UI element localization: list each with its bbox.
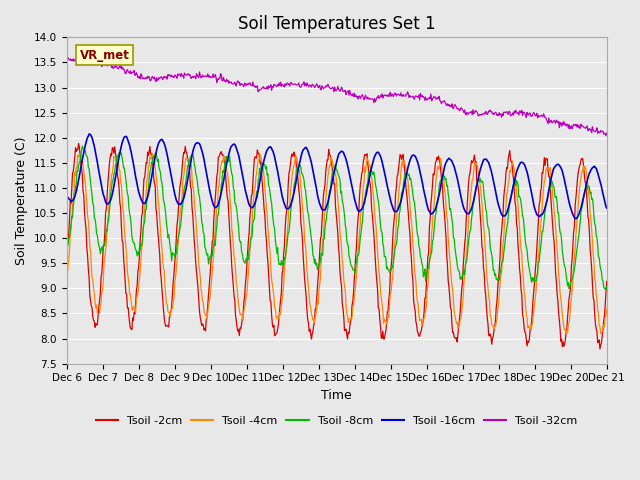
Tsoil -8cm bbox=[63, 249, 70, 254]
Tsoil -16cm bbox=[419, 181, 426, 187]
Tsoil -4cm bbox=[148, 150, 156, 156]
Tsoil -16cm bbox=[72, 189, 80, 194]
Tsoil -16cm bbox=[603, 205, 611, 211]
Tsoil -2cm bbox=[596, 346, 604, 352]
Tsoil -32cm bbox=[72, 57, 80, 62]
Tsoil -8cm bbox=[403, 172, 411, 178]
Tsoil -4cm bbox=[212, 216, 220, 221]
Tsoil -4cm bbox=[63, 279, 70, 285]
Text: VR_met: VR_met bbox=[80, 49, 130, 62]
Tsoil -8cm bbox=[184, 163, 191, 169]
Tsoil -16cm bbox=[212, 204, 220, 210]
Tsoil -32cm bbox=[602, 133, 610, 139]
Tsoil -8cm bbox=[79, 144, 86, 149]
Tsoil -4cm bbox=[128, 305, 136, 311]
Tsoil -4cm bbox=[603, 306, 611, 312]
Tsoil -16cm bbox=[63, 194, 70, 200]
Tsoil -32cm bbox=[403, 92, 411, 97]
Tsoil -16cm bbox=[85, 131, 93, 137]
Line: Tsoil -32cm: Tsoil -32cm bbox=[67, 56, 607, 136]
Tsoil -32cm bbox=[184, 72, 191, 77]
Y-axis label: Soil Temperature (C): Soil Temperature (C) bbox=[15, 136, 28, 265]
Tsoil -16cm bbox=[129, 157, 136, 163]
Tsoil -2cm bbox=[184, 155, 191, 160]
Title: Soil Temperatures Set 1: Soil Temperatures Set 1 bbox=[238, 15, 435, 33]
Tsoil -32cm bbox=[63, 56, 70, 62]
Tsoil -8cm bbox=[212, 230, 220, 236]
X-axis label: Time: Time bbox=[321, 389, 352, 402]
Tsoil -32cm bbox=[129, 70, 136, 75]
Tsoil -8cm bbox=[603, 283, 611, 289]
Tsoil -16cm bbox=[403, 169, 411, 175]
Tsoil -2cm bbox=[63, 263, 70, 269]
Tsoil -8cm bbox=[129, 238, 136, 243]
Tsoil -32cm bbox=[73, 53, 81, 59]
Tsoil -16cm bbox=[572, 216, 580, 222]
Line: Tsoil -2cm: Tsoil -2cm bbox=[67, 144, 607, 349]
Line: Tsoil -4cm: Tsoil -4cm bbox=[67, 153, 607, 334]
Tsoil -2cm bbox=[419, 322, 426, 327]
Legend: Tsoil -2cm, Tsoil -4cm, Tsoil -8cm, Tsoil -16cm, Tsoil -32cm: Tsoil -2cm, Tsoil -4cm, Tsoil -8cm, Tsoi… bbox=[92, 412, 582, 431]
Tsoil -2cm bbox=[72, 148, 80, 154]
Tsoil -8cm bbox=[72, 180, 80, 186]
Tsoil -8cm bbox=[419, 263, 426, 269]
Tsoil -2cm bbox=[212, 185, 220, 191]
Tsoil -4cm bbox=[184, 156, 191, 162]
Tsoil -4cm bbox=[563, 331, 570, 336]
Tsoil -32cm bbox=[419, 94, 426, 100]
Tsoil -4cm bbox=[419, 320, 426, 325]
Tsoil -2cm bbox=[603, 278, 611, 284]
Tsoil -4cm bbox=[72, 165, 80, 170]
Tsoil -16cm bbox=[184, 179, 191, 184]
Tsoil -2cm bbox=[129, 315, 136, 321]
Tsoil -2cm bbox=[75, 141, 83, 146]
Tsoil -32cm bbox=[212, 74, 220, 80]
Tsoil -8cm bbox=[602, 287, 610, 293]
Line: Tsoil -8cm: Tsoil -8cm bbox=[67, 146, 607, 290]
Line: Tsoil -16cm: Tsoil -16cm bbox=[67, 134, 607, 219]
Tsoil -4cm bbox=[403, 173, 411, 179]
Tsoil -2cm bbox=[403, 192, 411, 198]
Tsoil -32cm bbox=[603, 130, 611, 136]
